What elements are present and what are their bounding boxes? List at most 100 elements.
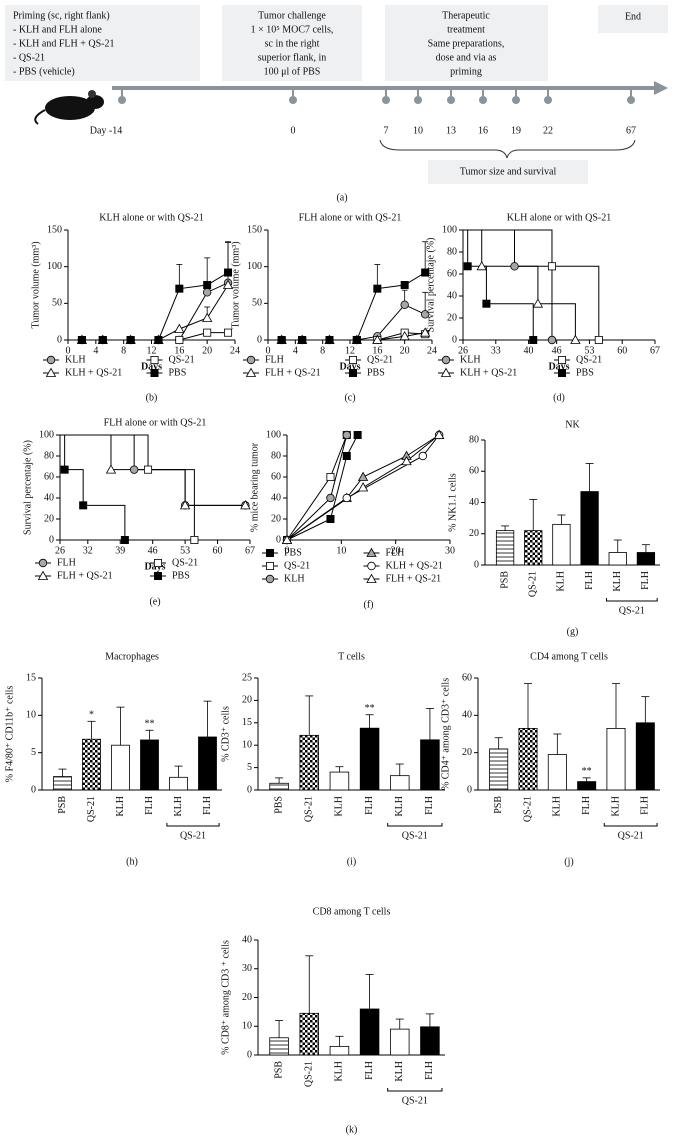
y-tick-label: 15: [26, 672, 36, 683]
bar: [169, 776, 188, 791]
y-tick-label: 20: [242, 992, 252, 1003]
y-tick-label: 80: [469, 434, 479, 445]
legend-marker: [150, 368, 159, 377]
y-tick-label: 50: [252, 298, 262, 309]
panel-label: (e): [149, 596, 160, 607]
group-label: QS-21: [619, 605, 645, 616]
marker: [482, 299, 491, 308]
marker: [190, 536, 199, 545]
legend-marker: [367, 561, 376, 571]
bar: [389, 775, 410, 791]
x-tick-label: QS-21: [304, 1061, 315, 1087]
day-label: 19: [511, 125, 521, 136]
y-tick-label: 100: [47, 261, 62, 272]
y-tick-label: 40: [44, 492, 54, 503]
phase-text: superior flank, in: [258, 52, 327, 63]
legend-label: QS-21: [169, 354, 195, 365]
x-tick-label: 4: [293, 345, 298, 356]
x-tick-label: KLH: [556, 571, 567, 592]
phase-text: Same preparations,: [428, 38, 505, 49]
legend-marker: [440, 367, 452, 377]
significance: *: [89, 710, 94, 721]
bar: [299, 1012, 320, 1056]
marker: [400, 280, 409, 289]
legend-marker: [245, 367, 257, 377]
marker: [129, 465, 139, 474]
phase-box: [222, 5, 362, 81]
y-tick-label: 150: [47, 224, 62, 235]
marker: [373, 284, 382, 293]
bar: [359, 1008, 380, 1056]
y-tick-label: 0: [474, 559, 479, 570]
legend-label: PBS: [169, 367, 187, 378]
legend-label: FLH + QS-21: [57, 570, 113, 581]
x-tick-label: FLH: [364, 1061, 375, 1080]
timepoint: [414, 96, 422, 104]
y-tick-label: 100: [266, 429, 281, 440]
x-tick-label: 53: [584, 345, 594, 356]
day-label: 67: [626, 125, 636, 136]
x-tick-label: PSB: [499, 571, 510, 589]
y-tick-label: 20: [469, 528, 479, 539]
x-tick-label: FLH: [581, 796, 592, 815]
y-tick-label: 40: [447, 290, 457, 301]
bar: [552, 523, 571, 566]
x-tick-label: PSB: [493, 796, 504, 814]
y-axis-label: Survival percentaje (%): [425, 238, 436, 333]
y-tick-label: 80: [271, 450, 281, 461]
legend-label: QS-21: [172, 557, 198, 568]
bar: [495, 530, 515, 566]
y-tick-label: 10: [242, 739, 252, 750]
y-tick-label: 0: [49, 534, 54, 545]
series-line: [286, 434, 359, 541]
marker: [175, 335, 184, 344]
x-tick-label: FLH: [424, 796, 435, 815]
bar: [329, 1045, 350, 1056]
y-tick-label: 60: [44, 471, 54, 482]
marker: [529, 335, 538, 344]
x-tick-label: KLH: [612, 571, 623, 592]
legend-label: FLH: [386, 547, 405, 558]
x-tick-label: FLH: [202, 796, 213, 815]
marker: [476, 260, 487, 271]
marker: [224, 328, 233, 337]
y-axis-label: % CD8⁺ among CD3 ⁺ cells: [220, 940, 231, 1055]
day-label: 7: [384, 125, 389, 136]
legend-label: PBS: [284, 547, 302, 558]
phase-text: 1 × 10⁵ MOC7 cells,: [251, 24, 334, 35]
x-tick-label: PSB: [273, 1061, 284, 1079]
marker: [399, 331, 410, 341]
x-tick-label: 20: [202, 345, 212, 356]
x-axis-label: Days: [339, 361, 360, 372]
outcome-box: [428, 160, 588, 184]
legend-marker: [265, 549, 274, 558]
day-label: Day -14: [90, 125, 123, 136]
x-tick-label: QS-21: [522, 796, 533, 822]
group-bracket: [166, 823, 220, 827]
y-axis-label: Tumor volume (mm³): [30, 241, 41, 328]
bar: [359, 727, 380, 791]
y-tick-label: 80: [44, 450, 54, 461]
x-tick-label: QS-21: [528, 571, 539, 597]
y-tick-label: 80: [447, 246, 457, 257]
marker: [174, 323, 185, 333]
panel-label: (i): [347, 856, 356, 867]
marker: [222, 279, 234, 289]
bar: [299, 734, 320, 791]
legend-marker: [265, 574, 275, 584]
timepoint: [479, 96, 487, 104]
legend-marker: [246, 355, 256, 365]
y-tick-label: 0: [276, 534, 281, 545]
legend-label: KLH: [65, 354, 86, 365]
marker: [281, 534, 293, 544]
x-tick-label: 32: [83, 545, 93, 556]
x-tick-label: PBS: [273, 796, 284, 814]
bar: [518, 728, 538, 791]
y-tick-label: 20: [271, 513, 281, 524]
x-tick-label: 0: [285, 545, 290, 556]
significance: **: [365, 703, 375, 714]
bar: [198, 736, 217, 791]
marker: [418, 451, 428, 461]
bar: [269, 1037, 289, 1056]
